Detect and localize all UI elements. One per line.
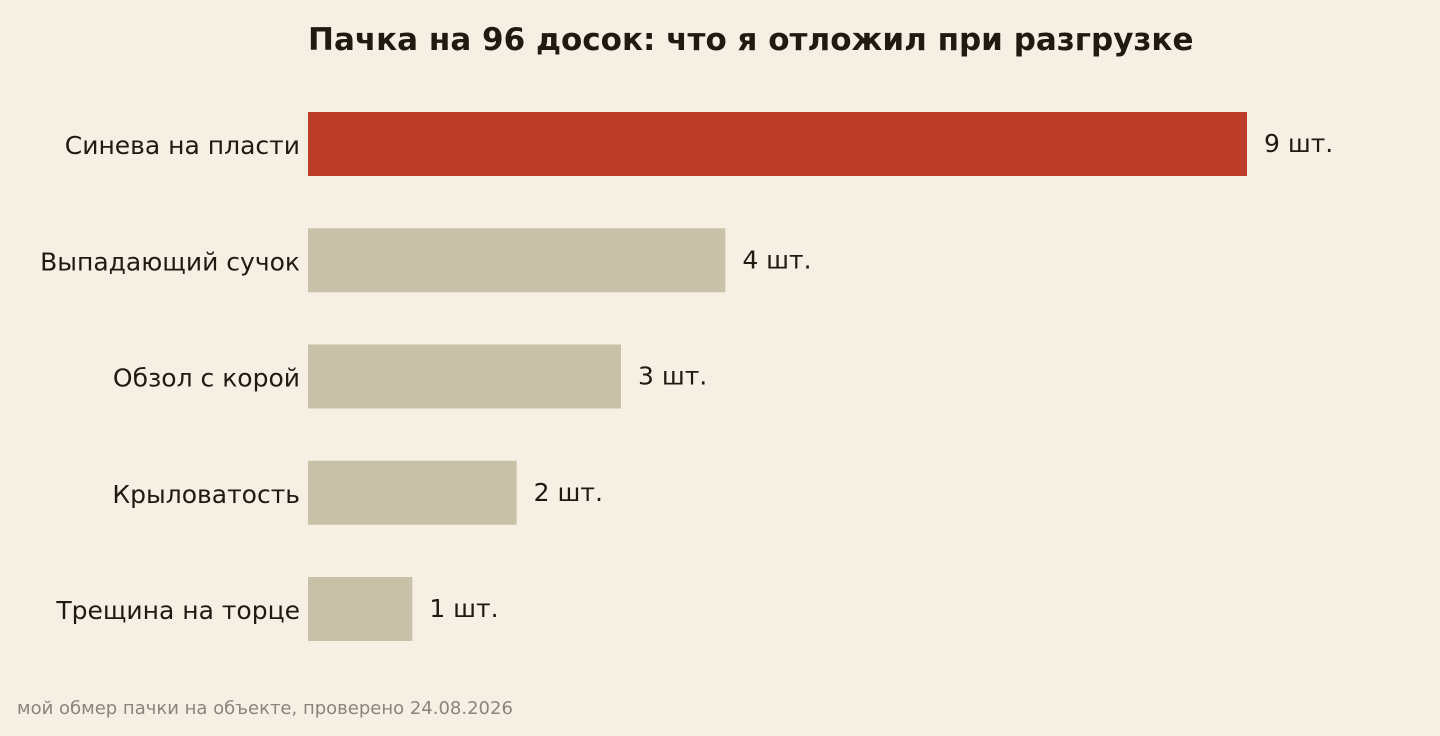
bar [308, 112, 1247, 176]
value-label: 4 шт. [742, 245, 811, 274]
bar [308, 228, 726, 293]
category-label: Трещина на торце [55, 596, 300, 625]
bar [308, 344, 621, 409]
category-label: Крыловатость [112, 480, 300, 509]
category-label: Синева на пласти [65, 131, 300, 160]
chart-title: Пачка на 96 досок: что я отложил при раз… [308, 22, 1193, 58]
bar [308, 577, 413, 641]
bar [308, 460, 517, 525]
value-label: 1 шт. [429, 594, 498, 623]
category-label: Обзол с корой [113, 364, 300, 393]
bars-group: Синева на пласти 9 шт. Выпадающий сучок 4 ш… [40, 112, 1333, 641]
footnote: мой обмер пачки на объекте, проверено 24… [17, 698, 513, 719]
value-label: 9 шт. [1264, 129, 1333, 158]
value-label: 2 шт. [534, 478, 603, 507]
category-label: Выпадающий сучок [40, 247, 300, 276]
value-label: 3 шт. [638, 362, 707, 391]
